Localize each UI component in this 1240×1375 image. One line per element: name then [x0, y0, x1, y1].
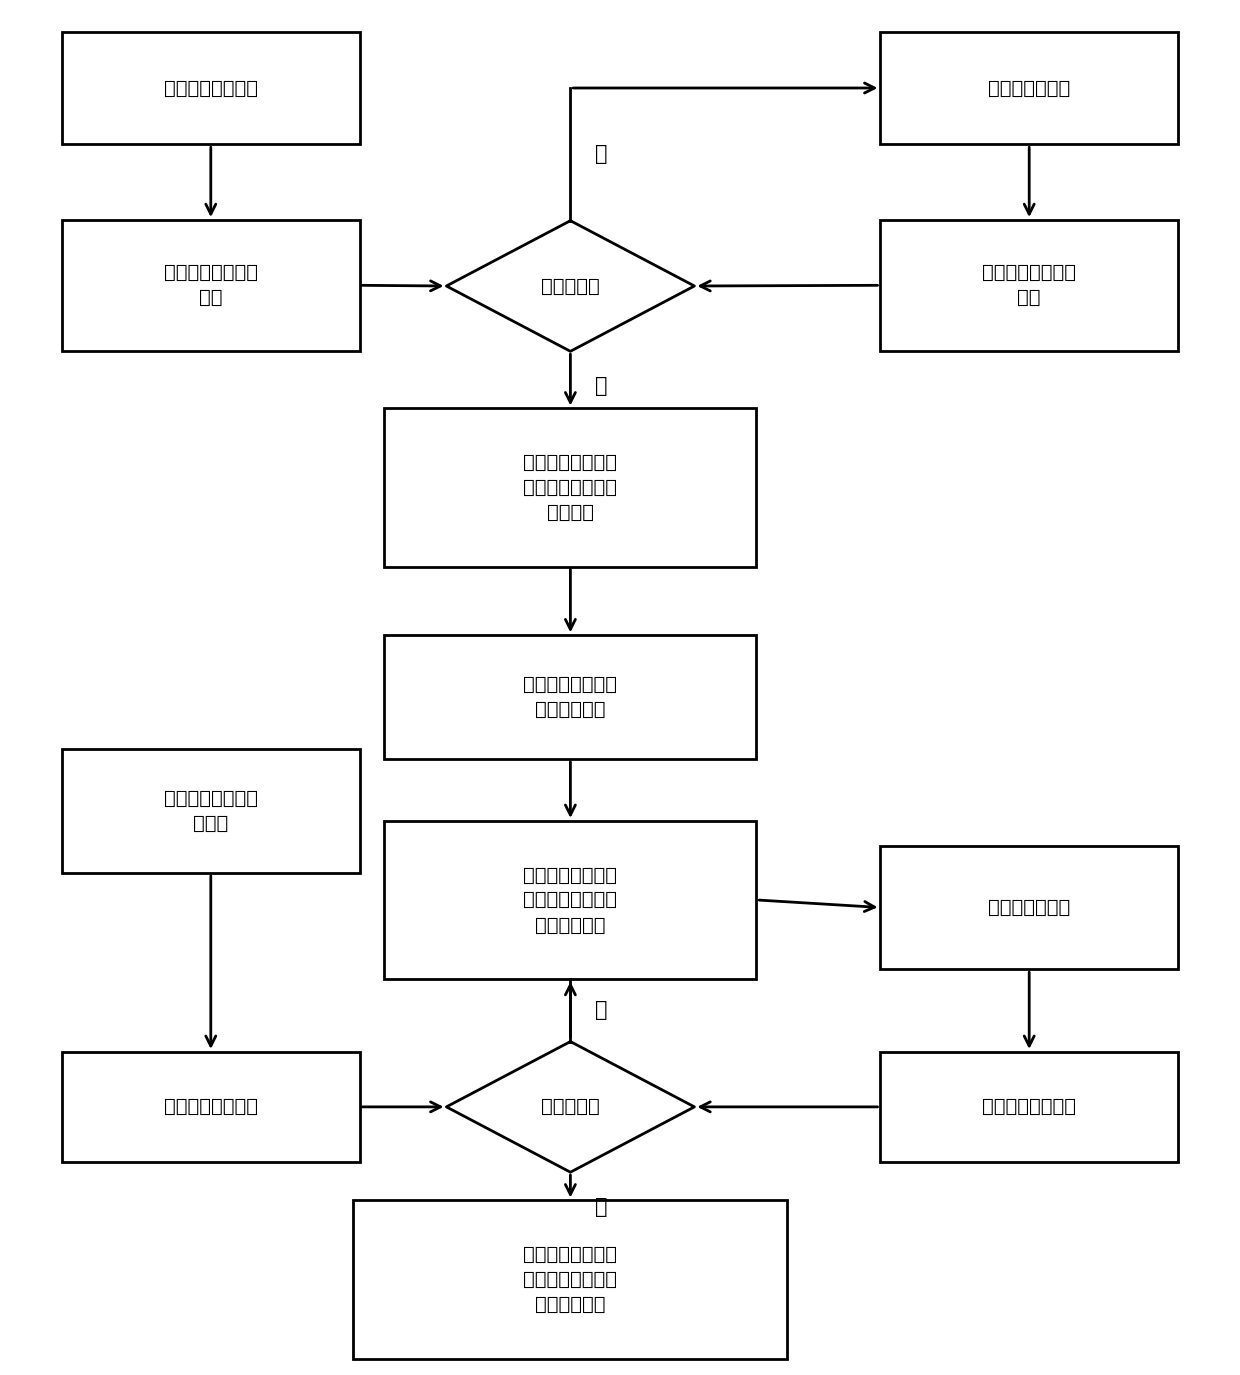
Text: 否: 否 — [595, 1000, 608, 1020]
Text: 第二冲击微坑几何
形貌: 第二冲击微坑几何 形貌 — [164, 264, 258, 308]
FancyBboxPatch shape — [880, 846, 1178, 969]
Text: 是否吻合？: 是否吻合？ — [541, 276, 600, 296]
Polygon shape — [446, 221, 694, 351]
Text: 方形板激光喷丸扫
描冲击: 方形板激光喷丸扫 描冲击 — [164, 789, 258, 833]
FancyBboxPatch shape — [353, 1200, 787, 1358]
FancyBboxPatch shape — [62, 1052, 360, 1162]
Text: 方形板计算模型: 方形板计算模型 — [988, 898, 1070, 917]
FancyBboxPatch shape — [880, 220, 1178, 351]
Text: 激光喷丸连续冲击
动态仿真模型: 激光喷丸连续冲击 动态仿真模型 — [523, 675, 618, 719]
Text: 确定激光冲击压力
载荷的时间与空间
分布模型: 确定激光冲击压力 载荷的时间与空间 分布模型 — [523, 452, 618, 522]
Text: 确定平面两个正交
方向固有应变沿深
度方向的分布: 确定平面两个正交 方向固有应变沿深 度方向的分布 — [523, 1244, 618, 1314]
Text: 第一弯曲变形轮廓: 第一弯曲变形轮廓 — [982, 1097, 1076, 1116]
Text: 单光斑动态计算: 单光斑动态计算 — [988, 78, 1070, 98]
Text: 是: 是 — [595, 1196, 608, 1217]
FancyBboxPatch shape — [62, 749, 360, 873]
Text: 激光喷丸单点冲击: 激光喷丸单点冲击 — [164, 78, 258, 98]
FancyBboxPatch shape — [880, 1052, 1178, 1162]
Text: 否: 否 — [595, 144, 608, 165]
FancyBboxPatch shape — [384, 821, 756, 979]
FancyBboxPatch shape — [62, 220, 360, 351]
Text: 第一冲击微坑几何
形貌: 第一冲击微坑几何 形貌 — [982, 264, 1076, 308]
FancyBboxPatch shape — [62, 32, 360, 144]
FancyBboxPatch shape — [880, 32, 1178, 144]
Text: 是: 是 — [595, 375, 608, 396]
FancyBboxPatch shape — [384, 408, 756, 566]
FancyBboxPatch shape — [384, 635, 756, 759]
Text: 平面两个正交方向
固有应变沿深度方
向的分布模型: 平面两个正交方向 固有应变沿深度方 向的分布模型 — [523, 865, 618, 935]
Text: 第二弯曲变形轮廓: 第二弯曲变形轮廓 — [164, 1097, 258, 1116]
Polygon shape — [446, 1042, 694, 1172]
Text: 是否吻合？: 是否吻合？ — [541, 1097, 600, 1116]
